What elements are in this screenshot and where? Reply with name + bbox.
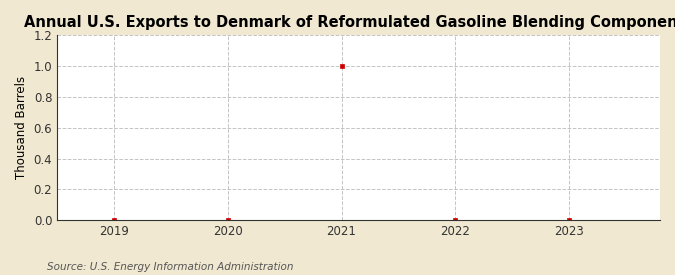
Title: Annual U.S. Exports to Denmark of Reformulated Gasoline Blending Components: Annual U.S. Exports to Denmark of Reform…	[24, 15, 675, 30]
Y-axis label: Thousand Barrels: Thousand Barrels	[15, 76, 28, 179]
Text: Source: U.S. Energy Information Administration: Source: U.S. Energy Information Administ…	[47, 262, 294, 272]
